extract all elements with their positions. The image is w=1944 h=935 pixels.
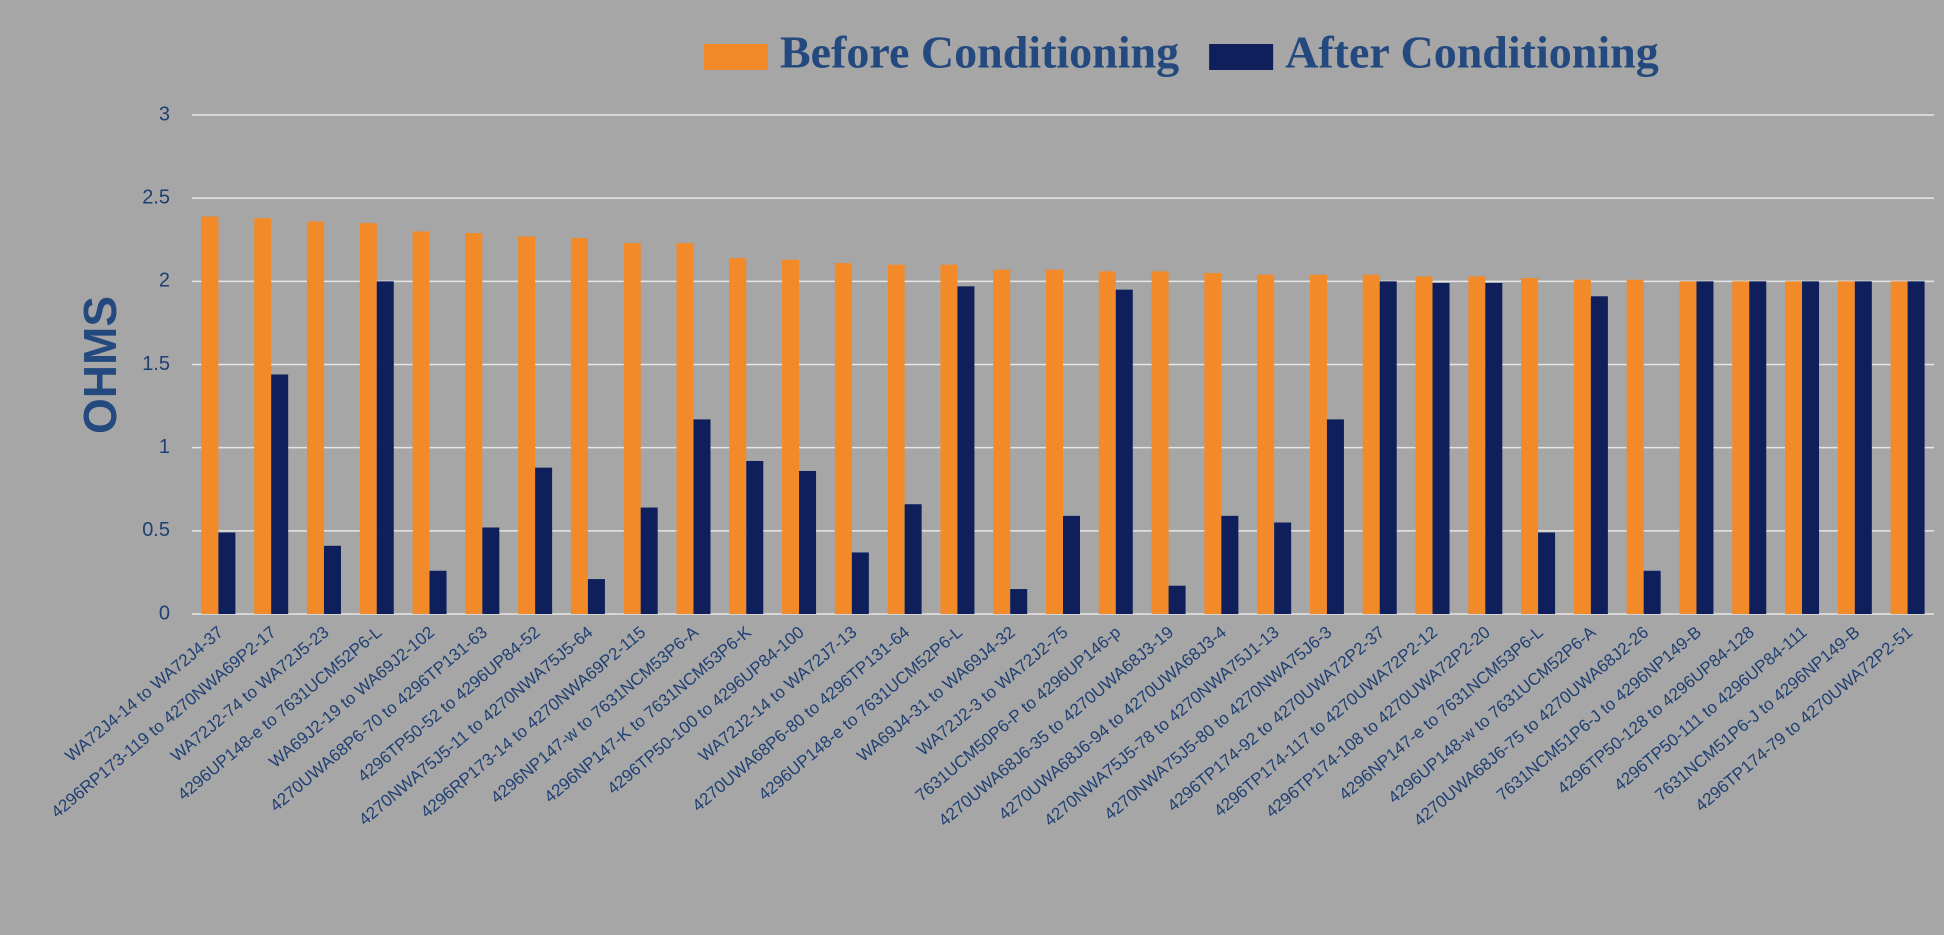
bar [570,238,588,614]
bar [1010,589,1028,614]
bar [993,269,1011,614]
bar [1362,274,1380,614]
legend-swatch [704,44,768,70]
bar [1168,585,1186,614]
bar [1046,269,1063,614]
y-tick-label: 1 [159,436,170,458]
bar [1590,296,1608,614]
bar [429,570,447,614]
bar [1626,279,1644,614]
bar [1538,532,1556,614]
x-tick-label: 4296TP50-111 to 4296UP84-111 [1610,623,1810,795]
bar [957,286,975,614]
y-axis-title: OHMS [74,296,126,434]
bar [587,579,605,614]
bar [746,460,764,614]
bar [940,264,958,614]
bar [1468,276,1486,614]
bar [1098,271,1116,614]
bar [412,231,430,614]
bar [1326,419,1344,614]
bar [376,281,394,614]
bar [782,259,800,614]
bar [1802,281,1820,614]
bar [1679,281,1697,614]
bar [693,419,711,614]
bar [518,236,536,614]
bar [1907,281,1925,614]
bar [1221,515,1239,614]
y-tick-label: 0.5 [142,519,170,541]
bar [254,218,272,615]
bar [1749,281,1767,614]
bar [218,532,236,614]
bar [1573,279,1591,614]
bar [1696,281,1714,614]
bar [1204,273,1222,614]
bar [1643,570,1661,614]
bar [640,507,658,614]
bar [729,258,747,614]
bar [1415,276,1433,614]
bar [676,243,694,614]
bar [306,221,324,614]
bar [1890,281,1908,614]
bar [1785,281,1803,614]
bar [1485,282,1503,614]
bar [1732,281,1750,614]
bar [1432,282,1450,614]
bar [359,223,377,614]
bar [1274,522,1292,614]
bar [904,504,922,614]
bar [851,552,869,614]
legend-label: Before Conditioning [780,27,1179,78]
bar [1309,274,1327,614]
bar [271,374,289,614]
bar [1521,278,1539,614]
y-tick-label: 2 [159,270,170,292]
y-tick-label: 2.5 [142,186,170,208]
bar [1837,281,1855,614]
bar [482,527,500,614]
bar [1063,515,1080,614]
y-tick-label: 1.5 [142,353,170,375]
y-tick-label: 0 [159,602,170,624]
bar [1854,281,1872,614]
bar [887,264,905,614]
bar [465,233,483,614]
bar [1115,289,1133,614]
x-tick-label: 4296RP173-119 to 4270NWA69P2-17 [47,623,279,822]
bar [834,263,852,614]
bar [799,470,817,614]
bar [201,216,219,615]
bar [535,467,553,614]
legend-label: After Conditioning [1285,27,1659,78]
legend-swatch [1209,44,1274,70]
bar [1151,271,1169,614]
bar [323,545,341,614]
bar [623,243,641,614]
y-tick-label: 3 [159,103,170,125]
bar [1379,281,1397,614]
bar [1257,274,1275,614]
